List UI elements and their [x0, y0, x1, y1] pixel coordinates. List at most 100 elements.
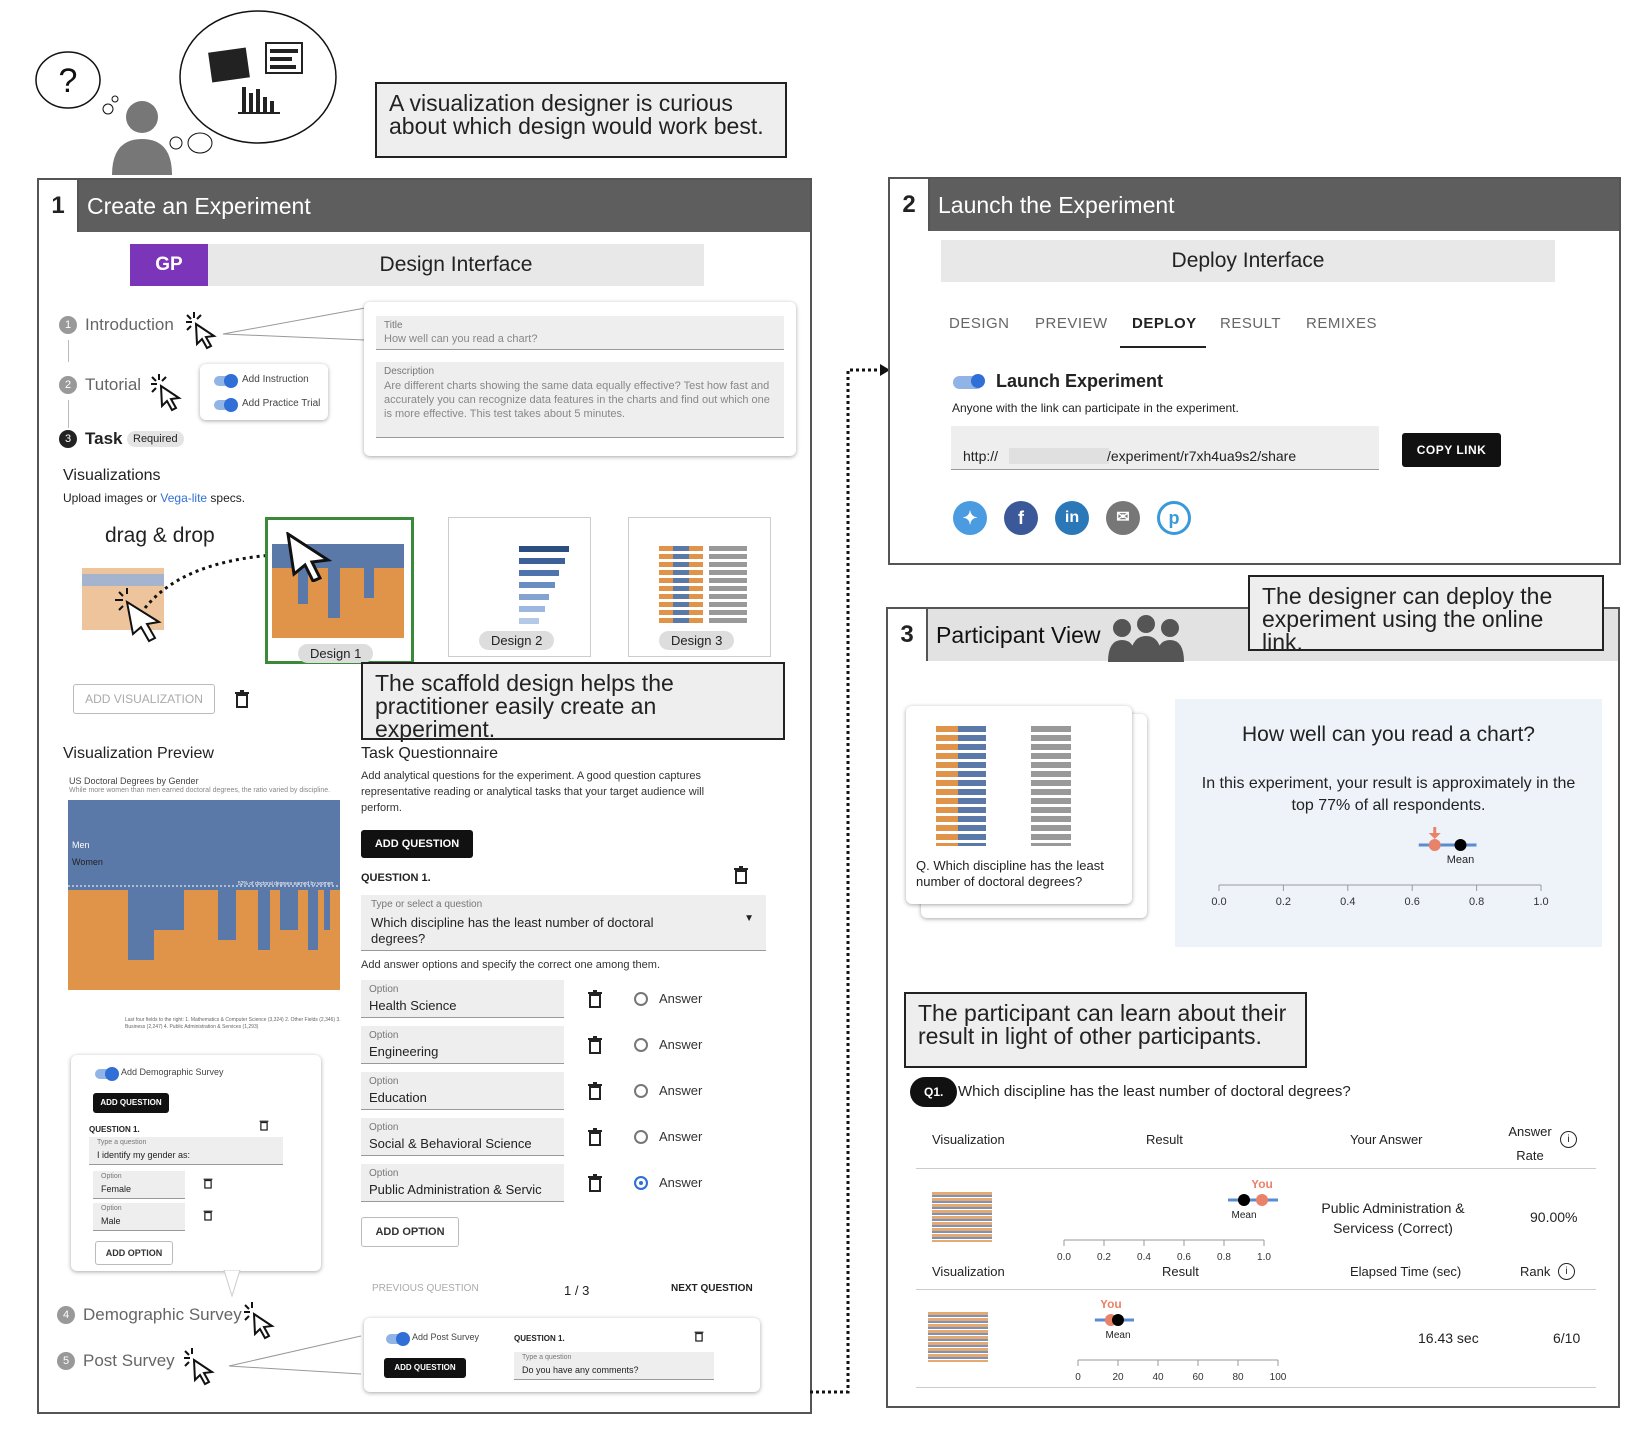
tick-label: 0.6	[1177, 1252, 1191, 1260]
tick-label: 1.0	[1257, 1252, 1271, 1260]
add-visualization-button[interactable]: ADD VISUALIZATION	[73, 684, 215, 714]
step-post-survey[interactable]: Post Survey	[83, 1351, 175, 1370]
visualization-thumbnail	[932, 1192, 992, 1242]
gp-logo: GP	[130, 244, 208, 286]
drag-drop-label: drag & drop	[105, 524, 215, 547]
demographic-option-female[interactable]: Option Female	[93, 1171, 185, 1199]
trash-icon[interactable]	[234, 690, 250, 708]
trash-icon[interactable]	[587, 1128, 603, 1146]
trash-icon[interactable]	[587, 1082, 603, 1100]
step-task[interactable]: Task	[85, 429, 123, 448]
next-question-button[interactable]: NEXT QUESTION	[671, 1283, 753, 1294]
elapsed-time-value: 16.43 sec	[1418, 1330, 1479, 1346]
question-select[interactable]: Type or select a question Which discipli…	[361, 895, 766, 951]
tab-deploy[interactable]: DEPLOY	[1132, 315, 1197, 332]
rank-value: 6/10	[1553, 1330, 1581, 1346]
trash-icon[interactable]	[587, 990, 603, 1008]
vega-lite-link[interactable]: Vega-lite	[160, 491, 208, 505]
you-label: You	[1100, 1300, 1122, 1311]
add-instruction-toggle[interactable]	[214, 374, 238, 388]
launch-hint: Anyone with the link can participate in …	[952, 401, 1239, 415]
chevron-down-icon[interactable]: ▼	[744, 913, 754, 924]
question-text: Which discipline has the least number of…	[958, 1083, 1351, 1100]
demographic-add-option-button[interactable]: ADD OPTION	[95, 1241, 173, 1265]
trash-icon[interactable]	[587, 1174, 603, 1192]
card-question-text: Q. Which discipline has the least number…	[916, 858, 1104, 889]
tab-design[interactable]: DESIGN	[949, 315, 1010, 332]
step-number: 2	[59, 376, 77, 394]
add-option-button[interactable]: ADD OPTION	[361, 1217, 459, 1247]
you-label: You	[1251, 1180, 1273, 1191]
correct-answer-radio[interactable]	[634, 1130, 648, 1144]
post-question-field[interactable]: Type a question Do you have any comments…	[514, 1352, 714, 1380]
step-demographic-survey[interactable]: Demographic Survey	[83, 1305, 242, 1324]
add-question-button[interactable]: ADD QUESTION	[361, 830, 473, 858]
launch-experiment-label: Launch Experiment	[996, 371, 1164, 391]
trash-icon[interactable]	[259, 1119, 269, 1131]
design-2-thumbnail[interactable]: Design 2	[448, 517, 591, 657]
correct-answer-radio[interactable]	[634, 1038, 648, 1052]
step-introduction[interactable]: Introduction	[85, 315, 174, 334]
tab-preview[interactable]: PREVIEW	[1035, 315, 1108, 332]
svg-text:?: ?	[59, 62, 78, 100]
option-field[interactable]: Option Social & Behavioral Science	[361, 1118, 564, 1156]
correct-answer-radio[interactable]	[634, 1084, 648, 1098]
title-field[interactable]: Title How well can you read a chart?	[376, 316, 784, 350]
copy-link-button[interactable]: COPY LINK	[1402, 433, 1501, 467]
correct-answer-radio[interactable]	[634, 1176, 648, 1190]
title-field-label: Title	[384, 320, 403, 331]
tab-result[interactable]: RESULT	[1220, 315, 1282, 332]
trash-icon[interactable]	[203, 1209, 213, 1221]
option-field[interactable]: Option Public Administration & Servic	[361, 1164, 564, 1202]
add-demographic-toggle[interactable]	[95, 1067, 119, 1081]
legend-men: Men	[72, 840, 90, 850]
option-field[interactable]: Option Education	[361, 1072, 564, 1110]
twitter-icon[interactable]: ✦	[953, 501, 987, 535]
mean-dot	[1454, 839, 1467, 851]
option-label: Option	[369, 984, 399, 995]
description-field[interactable]: Description Are different charts showing…	[376, 362, 784, 438]
mean-dot	[1238, 1194, 1250, 1206]
result-chart: 0.00.20.40.60.81.0ParticipantMean	[1211, 827, 1549, 908]
table-divider	[916, 1387, 1596, 1388]
tick-label: 0.2	[1097, 1252, 1111, 1260]
demographic-question-field[interactable]: Type a question I identify my gender as:	[89, 1137, 283, 1165]
trash-icon[interactable]	[203, 1177, 213, 1189]
panel-number: 1	[39, 180, 79, 232]
option-field[interactable]: Option Health Science	[361, 980, 564, 1018]
linkedin-icon[interactable]: in	[1055, 501, 1089, 535]
demographic-option-male[interactable]: Option Male	[93, 1203, 185, 1231]
pubpeer-icon[interactable]: p	[1157, 501, 1191, 535]
post-survey-card: Add Post Survey ADD QUESTION QUESTION 1.…	[364, 1318, 760, 1392]
question-card: Q. Which discipline has the least number…	[906, 706, 1132, 904]
pointer-line	[228, 1335, 362, 1375]
facebook-icon[interactable]: f	[1004, 501, 1038, 535]
row1-result-chart: 0.0 0.2 0.4 0.6 0.8 1.0 You Mean	[1057, 1180, 1278, 1260]
option-field[interactable]: Option Engineering	[361, 1026, 564, 1064]
demographic-add-question-button[interactable]: ADD QUESTION	[93, 1093, 169, 1113]
design-2-label: Design 2	[479, 631, 555, 650]
email-icon[interactable]: ✉	[1106, 501, 1140, 535]
preview-chart-footnote: Last four fields to the right: 1. Mathem…	[125, 1017, 341, 1030]
previous-question-button[interactable]: PREVIOUS QUESTION	[372, 1283, 479, 1294]
trash-icon[interactable]	[733, 866, 749, 884]
design-3-thumbnail[interactable]: Design 3	[628, 517, 771, 657]
tab-remixes[interactable]: REMIXES	[1306, 315, 1378, 332]
info-icon[interactable]: i	[1560, 1131, 1577, 1148]
tick-label: 60	[1192, 1372, 1204, 1380]
add-post-survey-toggle[interactable]	[386, 1332, 410, 1346]
upload-hint: Upload images or Vega-lite specs.	[63, 491, 245, 505]
correct-answer-radio[interactable]	[634, 992, 648, 1006]
tick-label: 0.4	[1137, 1252, 1151, 1260]
launch-experiment-toggle[interactable]	[953, 374, 985, 389]
add-practice-trial-toggle[interactable]	[214, 398, 238, 412]
post-add-question-button[interactable]: ADD QUESTION	[384, 1358, 466, 1378]
info-icon[interactable]: i	[1558, 1263, 1575, 1280]
step-tutorial[interactable]: Tutorial	[85, 375, 142, 394]
share-url-field[interactable]: http:// /experiment/r7xh4ua9s2/share	[951, 426, 1379, 470]
trash-icon[interactable]	[587, 1036, 603, 1054]
trash-icon[interactable]	[694, 1330, 704, 1342]
option-value: Engineering	[369, 1044, 439, 1059]
description-field-value: Are different charts showing the same da…	[384, 380, 770, 420]
option-value: Female	[101, 1184, 132, 1194]
